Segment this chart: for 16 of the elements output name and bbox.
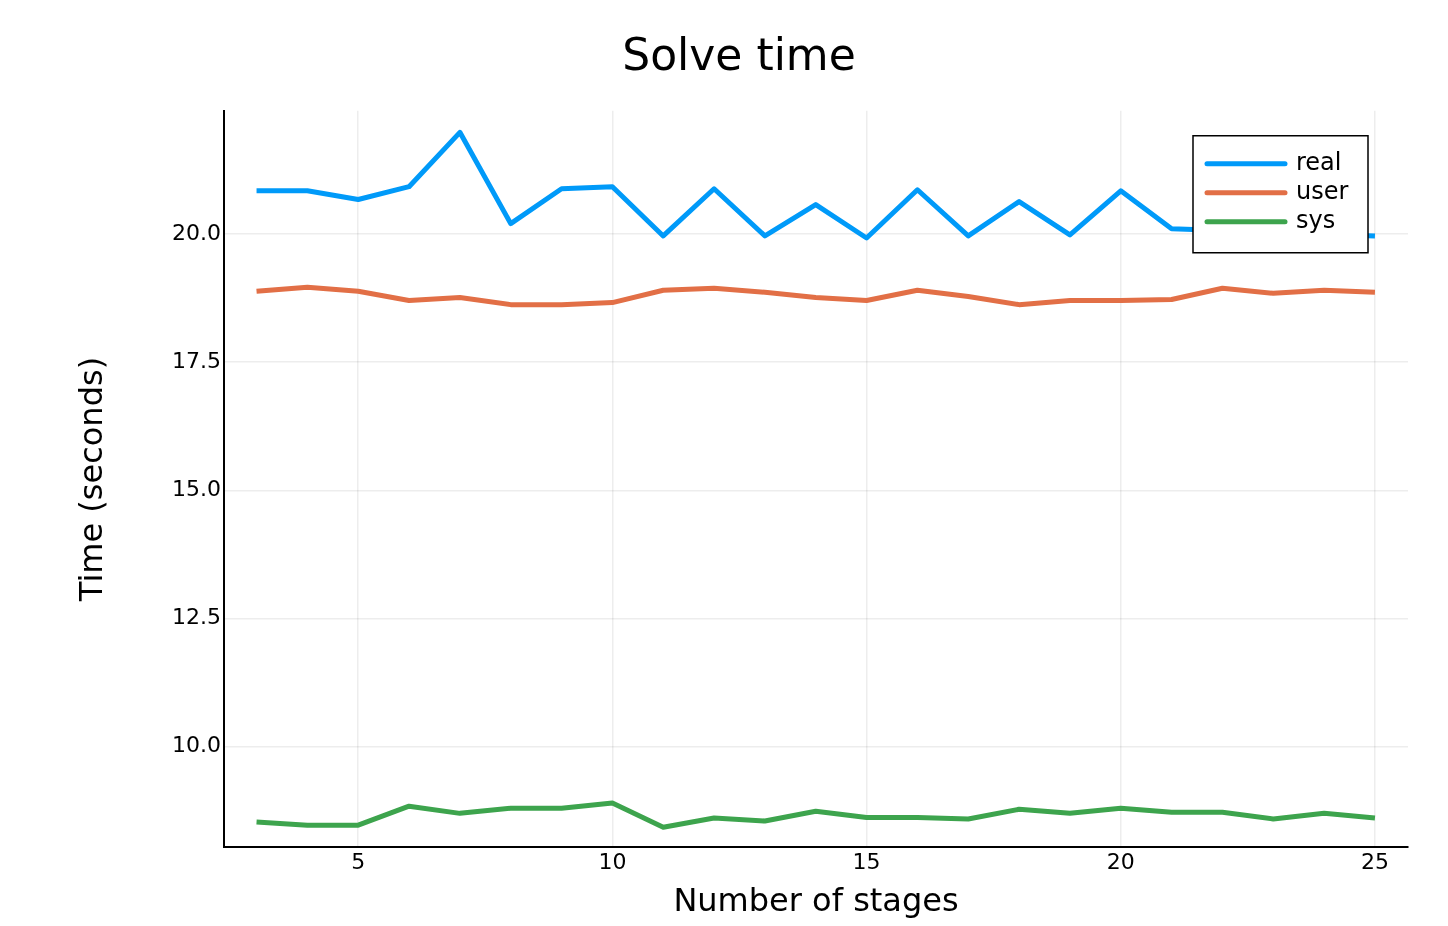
y-tick-label: 20.0 bbox=[172, 219, 221, 245]
x-tick-label: 15 bbox=[852, 849, 881, 875]
y-tick-label: 15.0 bbox=[172, 476, 221, 501]
x-tick-label: 5 bbox=[351, 849, 366, 875]
y-tick-label: 10.0 bbox=[172, 732, 221, 758]
y-tick-label: 12.5 bbox=[172, 604, 221, 630]
legend-label: real bbox=[1296, 148, 1342, 177]
y-axis-title: Time (seconds) bbox=[71, 356, 110, 603]
x-tick-label: 20 bbox=[1106, 849, 1135, 875]
chart-title: Solve time bbox=[622, 28, 856, 80]
x-tick-label: 25 bbox=[1360, 849, 1389, 875]
legend-label: sys bbox=[1296, 206, 1336, 235]
x-tick-label: 10 bbox=[598, 849, 627, 875]
legend-label: user bbox=[1296, 177, 1349, 206]
x-axis-title: Number of stages bbox=[673, 881, 959, 920]
y-tick-label: 17.5 bbox=[172, 347, 221, 373]
